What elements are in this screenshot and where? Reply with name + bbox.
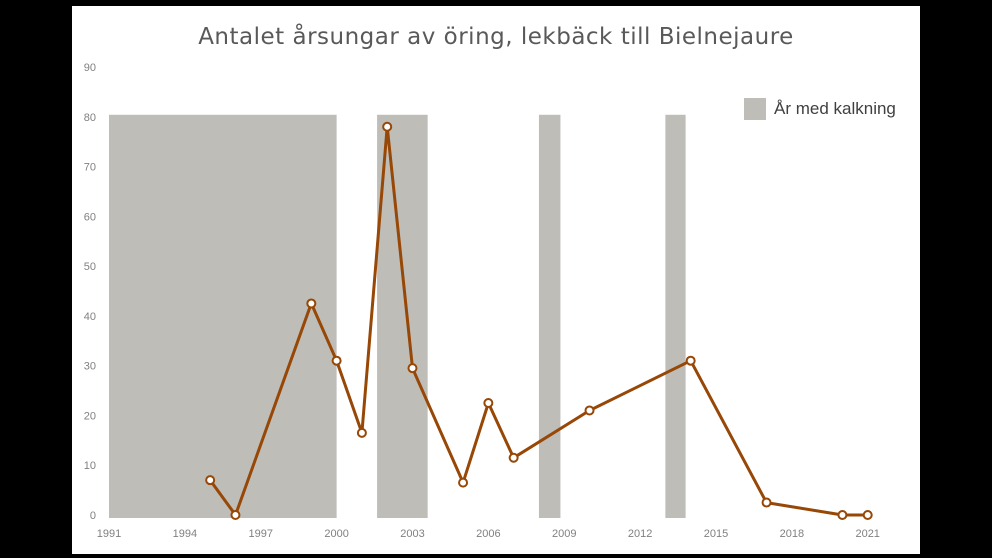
data-point [685,355,696,366]
data-point [837,510,848,520]
data-point [508,452,519,463]
data-point [483,398,494,408]
legend-label: År med kalkning [774,99,896,118]
shaded-period-4 [665,114,686,519]
shaded-period-1 [109,114,337,519]
data-point [761,497,772,508]
y-tick-label: 70 [84,162,96,174]
data-point [230,510,241,520]
x-axis: 1991 1994 1997 2000 2003 2006 2009 2012 2015 2018… [97,528,880,540]
x-tick-label: 2006 [476,528,500,540]
data-point [382,121,393,132]
x-tick-label: 2015 [704,528,728,540]
data-point [407,363,418,374]
y-tick-label: 50 [84,261,96,273]
x-tick-label: 1997 [248,528,272,540]
y-tick-label: 30 [84,361,96,373]
legend-swatch [744,98,766,120]
line-chart: 0 10 20 30 40 50 60 70 80 90 1991 1994 1997 2000 2003… [84,62,880,540]
y-tick-label: 90 [84,62,96,74]
data-point [331,355,342,366]
x-tick-label: 2012 [628,528,652,540]
legend: År med kalkning [744,98,896,120]
shading-layer [109,114,686,519]
y-tick-label: 0 [90,510,96,522]
data-point [458,477,469,488]
x-tick-label: 1991 [97,528,121,540]
shaded-period-2 [377,114,428,519]
y-tick-label: 80 [84,112,96,124]
series-layer [205,121,873,520]
y-tick-label: 10 [84,460,96,472]
data-point [584,405,595,416]
data-point [205,475,216,486]
x-tick-label: 2000 [324,528,348,540]
x-tick-label: 1994 [173,528,197,540]
x-tick-label: 2021 [855,528,879,540]
chart-frame: Antalet årsungar av öring, lekbäck till … [72,6,920,554]
y-axis: 0 10 20 30 40 50 60 70 80 90 [84,62,96,522]
x-tick-label: 2018 [780,528,804,540]
chart-title: Antalet årsungar av öring, lekbäck till … [198,24,794,50]
data-point [306,298,317,309]
shaded-period-3 [538,114,561,519]
y-tick-label: 40 [84,311,96,323]
x-tick-label: 2003 [400,528,424,540]
x-tick-label: 2009 [552,528,576,540]
y-tick-label: 20 [84,410,96,422]
data-point [862,510,873,520]
data-point [356,427,367,438]
y-tick-label: 60 [84,211,96,223]
